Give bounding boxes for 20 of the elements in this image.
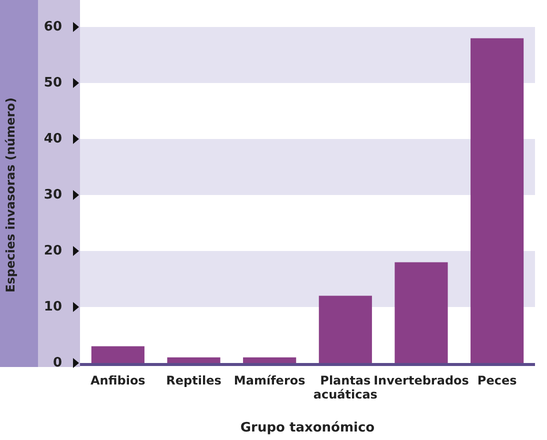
y-tick-label: 10 (44, 299, 62, 314)
y-tick-label: 50 (44, 75, 62, 90)
bar (91, 346, 144, 363)
bar (167, 357, 220, 363)
y-tick-label: 20 (44, 243, 62, 258)
bar (318, 296, 372, 363)
bar (394, 262, 448, 363)
bar (243, 357, 296, 363)
x-tick-label: Invertebrados (374, 373, 469, 388)
y-axis-title: Especies invasoras (número) (3, 98, 18, 292)
x-axis-title: Grupo taxonómico (240, 420, 375, 436)
x-tick-label: Peces (477, 373, 517, 388)
bar (470, 38, 524, 363)
y-tick-label: 60 (44, 19, 62, 34)
x-tick-label: Reptiles (166, 373, 222, 388)
y-tick-label: 40 (44, 131, 62, 146)
x-tick-label: Mamíferos (234, 373, 306, 388)
y-tick-label: 0 (52, 355, 62, 370)
x-tick-label: Anfibios (90, 373, 146, 388)
y-tick-label: 30 (44, 187, 62, 202)
